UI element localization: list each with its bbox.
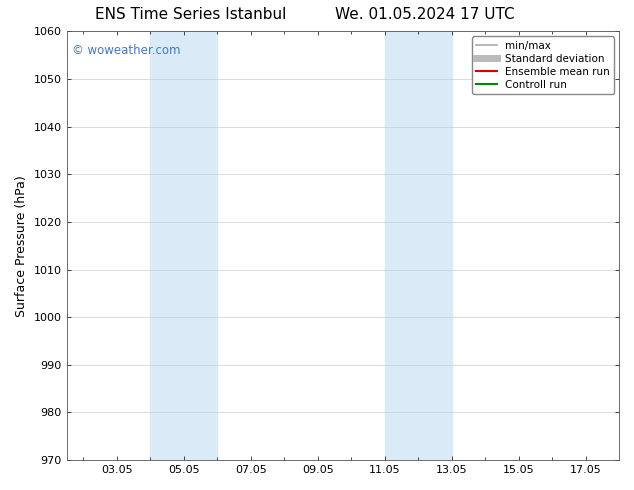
Text: We. 01.05.2024 17 UTC: We. 01.05.2024 17 UTC: [335, 7, 515, 23]
Text: © woweather.com: © woweather.com: [72, 44, 181, 57]
Legend: min/max, Standard deviation, Ensemble mean run, Controll run: min/max, Standard deviation, Ensemble me…: [472, 36, 614, 94]
Bar: [385, 31, 451, 460]
Y-axis label: Surface Pressure (hPa): Surface Pressure (hPa): [15, 175, 28, 317]
Text: ENS Time Series Istanbul: ENS Time Series Istanbul: [94, 7, 286, 23]
Bar: [150, 31, 217, 460]
